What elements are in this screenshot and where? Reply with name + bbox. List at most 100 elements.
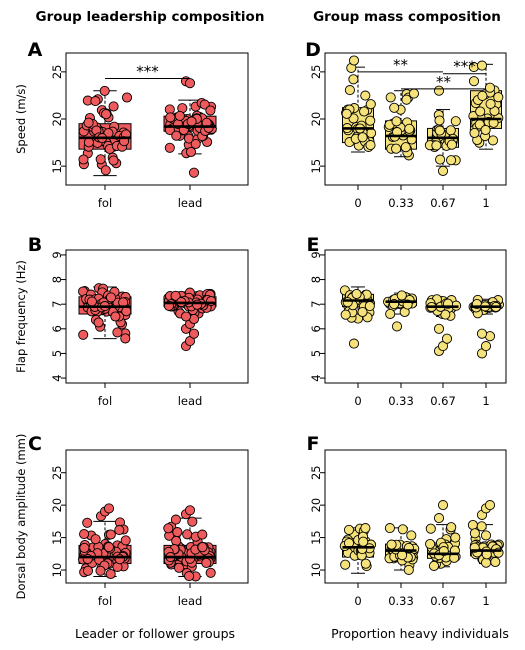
y-axis-label: Flap frequency (Hz) [14,260,28,373]
right-x-axis-title: Proportion heavy individuals [331,626,509,641]
y-tick-label: 15 [50,530,64,545]
data-point [446,155,457,166]
data-point [192,299,203,310]
outlier-point [188,167,200,178]
box-fol [77,517,132,580]
data-point [358,536,369,547]
y-tick-label: 8 [50,276,64,283]
data-point [341,108,352,119]
panel-letter: F [307,433,320,455]
data-point [389,102,400,113]
box-0 [341,62,377,153]
y-axis-label: Speed (m/s) [14,84,28,154]
data-point [174,110,185,121]
data-point [469,127,480,139]
data-point [205,105,216,116]
y-tick-label: 5 [309,350,323,357]
data-point [400,142,411,153]
data-point [79,542,90,553]
y-tick-label: 20 [50,112,64,127]
data-point [425,523,436,534]
data-point [170,514,181,525]
x-tick-label: 0.33 [388,594,414,608]
data-point [446,139,457,150]
outlier-point [476,328,488,339]
data-point [476,60,488,71]
data-point [82,517,93,528]
data-point [120,333,131,344]
y-tick-label: 8 [309,276,323,283]
y-tick-label: 6 [309,325,323,332]
y-tick-label: 9 [309,251,323,258]
x-tick-label: 1 [482,594,489,608]
data-point [490,556,501,568]
outlier-point [103,503,115,514]
data-point [171,130,182,141]
data-point [357,132,368,143]
plot-frame [65,449,249,584]
data-point [360,90,371,101]
outlier-point [484,500,496,511]
panel-letter: A [28,39,43,61]
box-0.33 [383,88,420,161]
data-point [79,529,90,540]
x-tick-label: 1 [482,196,489,210]
y-tick-label: 15 [309,530,323,545]
x-tick-label: 0 [354,196,361,210]
data-point [343,524,355,535]
data-point [360,523,371,534]
panel-f: F 10 15 20 25 0 0.33 0.67 1 [307,433,507,608]
data-point [95,565,106,576]
outlier-point [433,513,445,524]
data-point [114,525,125,536]
data-point [357,306,368,318]
data-point [340,309,351,320]
data-point [364,301,375,312]
x-tick-label: lead [178,196,203,210]
data-point [396,290,407,301]
data-point [100,165,111,176]
x-tick-label: fol [98,394,112,408]
data-point [205,567,216,578]
panel-letter: D [305,39,321,61]
data-point [184,571,195,582]
outlier-point [433,323,445,334]
data-point [164,142,175,153]
data-point [445,125,456,136]
right-column-title: Group mass composition [313,9,501,25]
y-tick-label: 25 [50,65,64,80]
data-point [406,530,417,541]
data-point [110,311,121,322]
data-point [120,535,131,546]
data-point [78,329,89,340]
outlier-point [348,338,360,349]
data-point [428,560,440,571]
outlier-point [184,505,196,516]
box-lead [163,514,217,582]
data-point [201,557,212,568]
x-tick-label: 0.33 [388,196,414,210]
data-point [384,523,395,534]
x-tick-label: 0.67 [430,594,456,608]
box-lead [163,97,217,159]
data-point [86,296,97,307]
data-point [360,558,371,569]
y-tick-label: 25 [309,65,323,80]
data-point [434,125,445,136]
box-0 [339,285,376,324]
box-0.33 [384,523,420,575]
data-point [78,154,89,165]
data-point [108,101,119,112]
box-1 [468,294,504,319]
data-point [431,140,442,151]
x-tick-label: 0 [354,594,361,608]
y-tick-label: 25 [50,465,64,480]
y-tick-label: 6 [50,325,64,332]
box-0.67 [425,294,462,321]
data-point [165,112,176,123]
data-point [403,564,414,575]
x-tick-label: 0.67 [430,394,456,408]
data-point [93,317,104,328]
data-point [480,530,492,541]
data-point [108,155,119,166]
